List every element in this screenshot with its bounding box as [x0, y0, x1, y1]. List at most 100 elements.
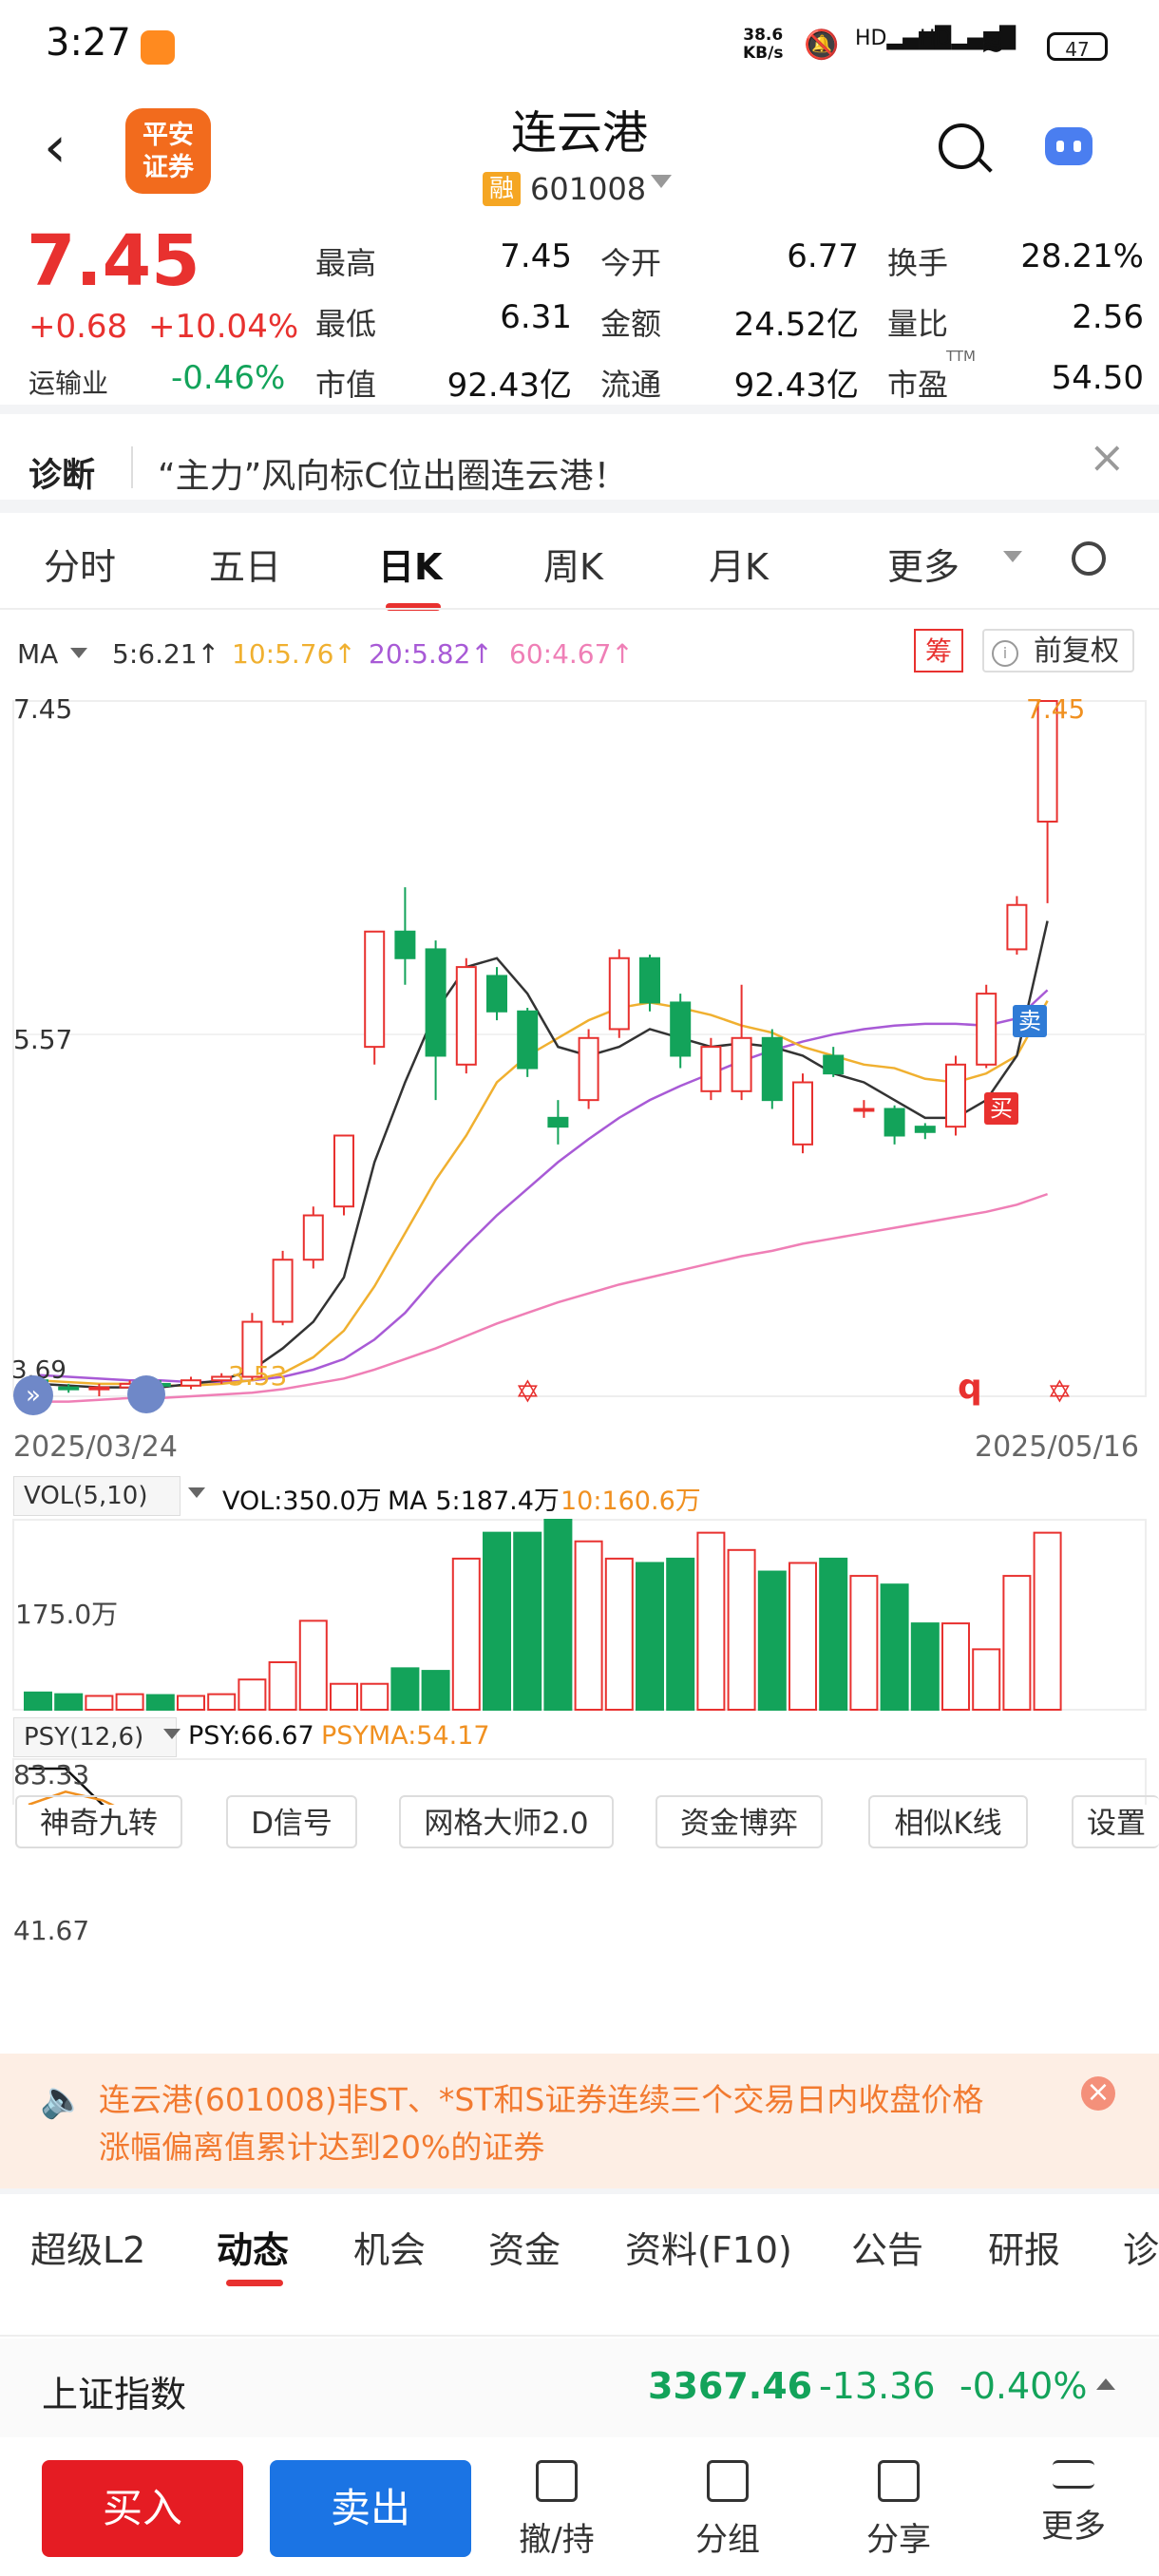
- ma-label[interactable]: MA: [17, 638, 59, 670]
- mute-icon: 🔕: [804, 28, 840, 62]
- status-bar: 3:27 38.6 KB/s 🔕 HD▂▄▆█ HD▂▄▆█ ≋ 47: [0, 0, 1159, 95]
- buy-button[interactable]: 买入: [42, 2460, 243, 2557]
- search-icon[interactable]: [939, 123, 984, 169]
- tool-settings[interactable]: 设置: [1072, 1795, 1159, 1848]
- psy-value: PSY:66.67: [188, 1721, 314, 1751]
- stock-name: 连云港: [510, 106, 648, 160]
- drawing-tool-icon[interactable]: [127, 1375, 165, 1413]
- psy-axis-min: 41.67: [13, 1915, 90, 1946]
- share-icon: [878, 2460, 920, 2502]
- scroll-left-icon[interactable]: »: [13, 1375, 53, 1415]
- vol-indicator-selector[interactable]: VOL(5,10): [13, 1476, 181, 1516]
- group-button[interactable]: 分组: [671, 2460, 785, 2560]
- assistant-robot-icon[interactable]: [1045, 127, 1092, 165]
- candle-body: [455, 966, 477, 1066]
- adjust-mode-button[interactable]: 前复权: [982, 629, 1134, 672]
- last-price: 7.45: [27, 220, 200, 302]
- tab-research[interactable]: 研报: [988, 2229, 1061, 2271]
- signal-icon-1: HD▂▄▆█: [855, 27, 952, 50]
- tab-f10[interactable]: 资料(F10): [625, 2229, 792, 2271]
- volume-bar: [268, 1661, 297, 1711]
- speaker-icon: 🔈: [40, 2078, 86, 2120]
- vol-ma5-value: MA 5:187.4万: [388, 1487, 560, 1516]
- back-icon[interactable]: ‹: [44, 114, 66, 180]
- chip-distribution-button[interactable]: 筹: [914, 629, 963, 672]
- diagnosis-text[interactable]: “主力”风向标C位出圈连云港！: [158, 457, 628, 496]
- more-button[interactable]: 更多: [1016, 2460, 1130, 2547]
- chevron-down-icon[interactable]: [163, 1729, 180, 1739]
- close-icon[interactable]: ×: [1081, 2076, 1115, 2111]
- tab-five-day[interactable]: 五日: [209, 546, 282, 588]
- divider: [0, 500, 1159, 513]
- alert-notice[interactable]: 🔈 连云港(601008)非ST、*ST和S证券连续三个交易日内收盘价格 涨幅偏…: [0, 2054, 1159, 2188]
- chevron-down-icon[interactable]: [188, 1487, 205, 1498]
- tool-d-signal[interactable]: D信号: [226, 1795, 357, 1848]
- tab-super-l2[interactable]: 超级L2: [30, 2229, 146, 2271]
- volume-bar: [360, 1682, 390, 1712]
- psy-axis-max: 83.33: [13, 1759, 90, 1790]
- candle-body: [945, 1063, 966, 1128]
- tool-capital-game[interactable]: 资金博弈: [656, 1795, 823, 1848]
- tab-capital[interactable]: 资金: [488, 2229, 561, 2271]
- candle-body: [1006, 903, 1028, 951]
- float-cap-label: 流通: [600, 367, 662, 403]
- tab-weekly-k[interactable]: 周K: [543, 546, 603, 588]
- chart-frame: [12, 1758, 1147, 1805]
- tab-intraday[interactable]: 分时: [44, 546, 117, 588]
- volume-bar: [238, 1678, 267, 1711]
- index-row[interactable]: 上证指数 3367.46 -13.36 -0.40%: [0, 2339, 1159, 2437]
- divider: [0, 405, 1159, 414]
- y-axis-max: 7.45: [13, 693, 73, 725]
- pe-label: 市盈: [887, 367, 949, 403]
- kline-chart[interactable]: [0, 684, 1159, 1805]
- candle-body: [486, 975, 507, 1013]
- volume-bar: [666, 1557, 695, 1712]
- volume-bar: [819, 1557, 848, 1712]
- volume-bar: [390, 1667, 420, 1712]
- tab-diagnosis[interactable]: 诊: [1123, 2229, 1159, 2271]
- tab-announcement[interactable]: 公告: [851, 2229, 924, 2271]
- divider: [0, 2188, 1159, 2194]
- psy-indicator-selector[interactable]: PSY(12,6): [13, 1717, 178, 1757]
- wifi-icon: ≋: [980, 28, 1005, 62]
- settings-gear-icon[interactable]: [1072, 541, 1106, 576]
- share-button[interactable]: 分享: [842, 2460, 956, 2560]
- chevron-down-icon[interactable]: [70, 648, 87, 658]
- vol-axis-label: 175.0万: [15, 1599, 119, 1630]
- ma5-line: [37, 920, 1049, 1389]
- stock-code[interactable]: 601008: [530, 171, 647, 207]
- sell-button[interactable]: 卖出: [270, 2460, 471, 2557]
- chevron-down-icon[interactable]: [651, 175, 672, 188]
- buy-signal-marker[interactable]: 买: [984, 1092, 1018, 1125]
- tab-monthly-k[interactable]: 月K: [709, 546, 769, 588]
- tab-more[interactable]: 更多: [887, 546, 960, 588]
- star-marker-icon: ✡: [1047, 1373, 1073, 1410]
- float-cap-value: 92.43亿: [733, 367, 859, 405]
- tool-similar-kline[interactable]: 相似K线: [868, 1795, 1028, 1848]
- tool-magic-nine[interactable]: 神奇九转: [15, 1795, 182, 1848]
- candle-body: [364, 930, 386, 1049]
- tab-daily-k[interactable]: 日K: [378, 546, 443, 588]
- tab-news[interactable]: 动态: [217, 2229, 290, 2271]
- candle-body: [394, 930, 416, 959]
- price-change-pct: +10.04%: [148, 308, 299, 346]
- candle-body: [578, 1036, 599, 1102]
- withdraw-icon: [536, 2460, 578, 2502]
- close-icon[interactable]: ×: [1089, 431, 1126, 483]
- market-cap-label: 市值: [315, 367, 377, 403]
- volume-bar: [543, 1519, 573, 1711]
- price-change: +0.68: [28, 308, 128, 346]
- divider: [0, 608, 1159, 610]
- tab-opportunity[interactable]: 机会: [353, 2229, 427, 2271]
- candle-body: [823, 1054, 845, 1075]
- chevron-down-icon[interactable]: [1003, 551, 1022, 562]
- tool-grid-master[interactable]: 网格大师2.0: [399, 1795, 614, 1848]
- chevron-up-icon[interactable]: [1096, 2378, 1115, 2390]
- volume-bar: [972, 1648, 1001, 1712]
- candle-body: [88, 1386, 110, 1391]
- candle-body: [853, 1108, 875, 1112]
- sell-signal-marker[interactable]: 卖: [1013, 1005, 1047, 1037]
- sector-name[interactable]: 运输业: [28, 368, 109, 399]
- withdraw-hold-button[interactable]: 撤/持: [500, 2460, 614, 2560]
- high-label: 最高: [315, 245, 377, 281]
